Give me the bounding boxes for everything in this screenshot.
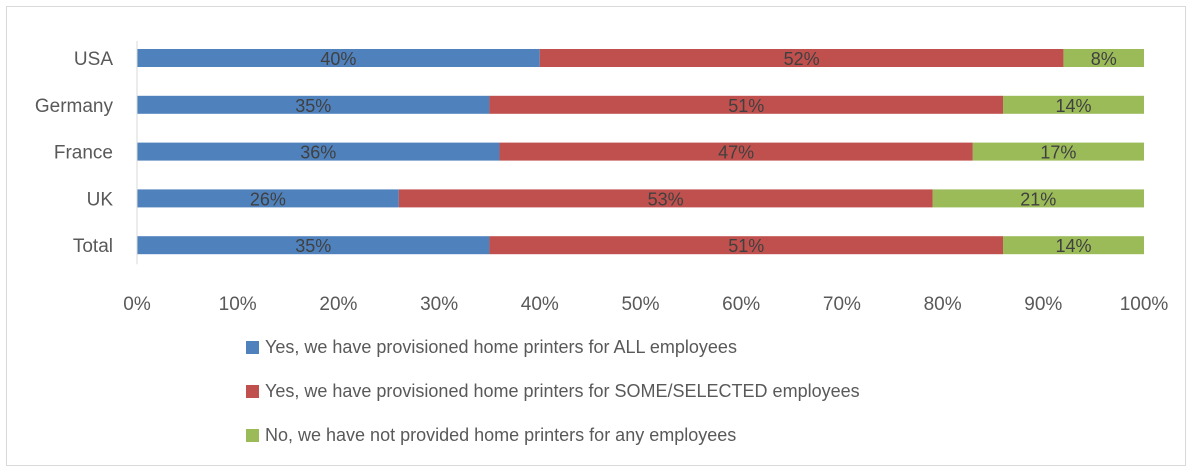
data-label-france-series-0: 36% — [300, 143, 336, 163]
data-label-germany-series-1: 51% — [728, 96, 764, 116]
bar-usa-series-1 — [539, 49, 1064, 67]
x-tick-label: 20% — [319, 294, 357, 315]
bar-usa-series-0 — [137, 49, 540, 67]
data-label-total-series-1: 51% — [728, 236, 764, 256]
category-label-uk: UK — [87, 189, 114, 210]
bar-france-series-0 — [137, 142, 500, 161]
data-label-germany-series-0: 35% — [295, 96, 331, 116]
bar-uk-series-0 — [137, 189, 399, 208]
bar-germany-series-2 — [1003, 95, 1144, 114]
chart-frame — [6, 6, 1186, 466]
bar-france-series-2 — [972, 142, 1144, 161]
data-label-france-series-2: 17% — [1040, 143, 1076, 163]
x-tick-label: 40% — [521, 294, 559, 315]
x-tick-label: 50% — [621, 294, 659, 315]
x-tick-label: 90% — [1024, 294, 1062, 315]
legend-swatch-none — [246, 428, 259, 442]
bar-germany-series-1 — [489, 95, 1004, 114]
x-tick-label: 60% — [722, 294, 760, 315]
legend-label-some: Yes, we have provisioned home printers f… — [265, 380, 860, 401]
bar-france-series-1 — [499, 142, 973, 161]
x-tick-label: 70% — [823, 294, 861, 315]
x-tick-label: 10% — [219, 294, 257, 315]
legend-swatch-all — [246, 340, 259, 354]
legend: Yes, we have provisioned home printers f… — [246, 336, 860, 468]
bar-usa-series-2 — [1063, 49, 1144, 67]
data-label-usa-series-1: 52% — [784, 49, 820, 69]
bar-uk-series-1 — [398, 189, 933, 208]
legend-item-all: Yes, we have provisioned home printers f… — [246, 336, 860, 358]
bar-total-series-0 — [137, 236, 490, 255]
data-label-usa-series-0: 40% — [320, 49, 356, 69]
data-label-germany-series-2: 14% — [1055, 96, 1091, 116]
legend-swatch-some — [246, 384, 259, 398]
bar-germany-series-0 — [137, 95, 490, 114]
data-label-total-series-0: 35% — [295, 236, 331, 256]
bar-total-series-1 — [489, 236, 1004, 255]
category-label-total: Total — [73, 236, 113, 257]
data-label-total-series-2: 14% — [1055, 236, 1091, 256]
x-tick-label: 0% — [123, 294, 151, 315]
bar-uk-series-2 — [932, 189, 1144, 208]
category-label-usa: USA — [74, 49, 113, 70]
x-tick-label: 100% — [1120, 294, 1169, 315]
data-label-france-series-1: 47% — [718, 143, 754, 163]
data-label-uk-series-2: 21% — [1020, 189, 1056, 209]
legend-item-none: No, we have not provided home printers f… — [246, 424, 860, 446]
data-label-uk-series-0: 26% — [250, 189, 286, 209]
data-label-usa-series-2: 8% — [1091, 49, 1117, 69]
legend-label-all: Yes, we have provisioned home printers f… — [265, 336, 737, 357]
category-label-france: France — [54, 143, 113, 164]
bar-total-series-2 — [1003, 236, 1144, 255]
x-tick-label: 30% — [420, 294, 458, 315]
legend-item-some: Yes, we have provisioned home printers f… — [246, 380, 860, 402]
legend-label-none: No, we have not provided home printers f… — [265, 424, 737, 445]
data-label-uk-series-1: 53% — [648, 189, 684, 209]
x-tick-label: 80% — [924, 294, 962, 315]
category-label-germany: Germany — [35, 96, 114, 117]
